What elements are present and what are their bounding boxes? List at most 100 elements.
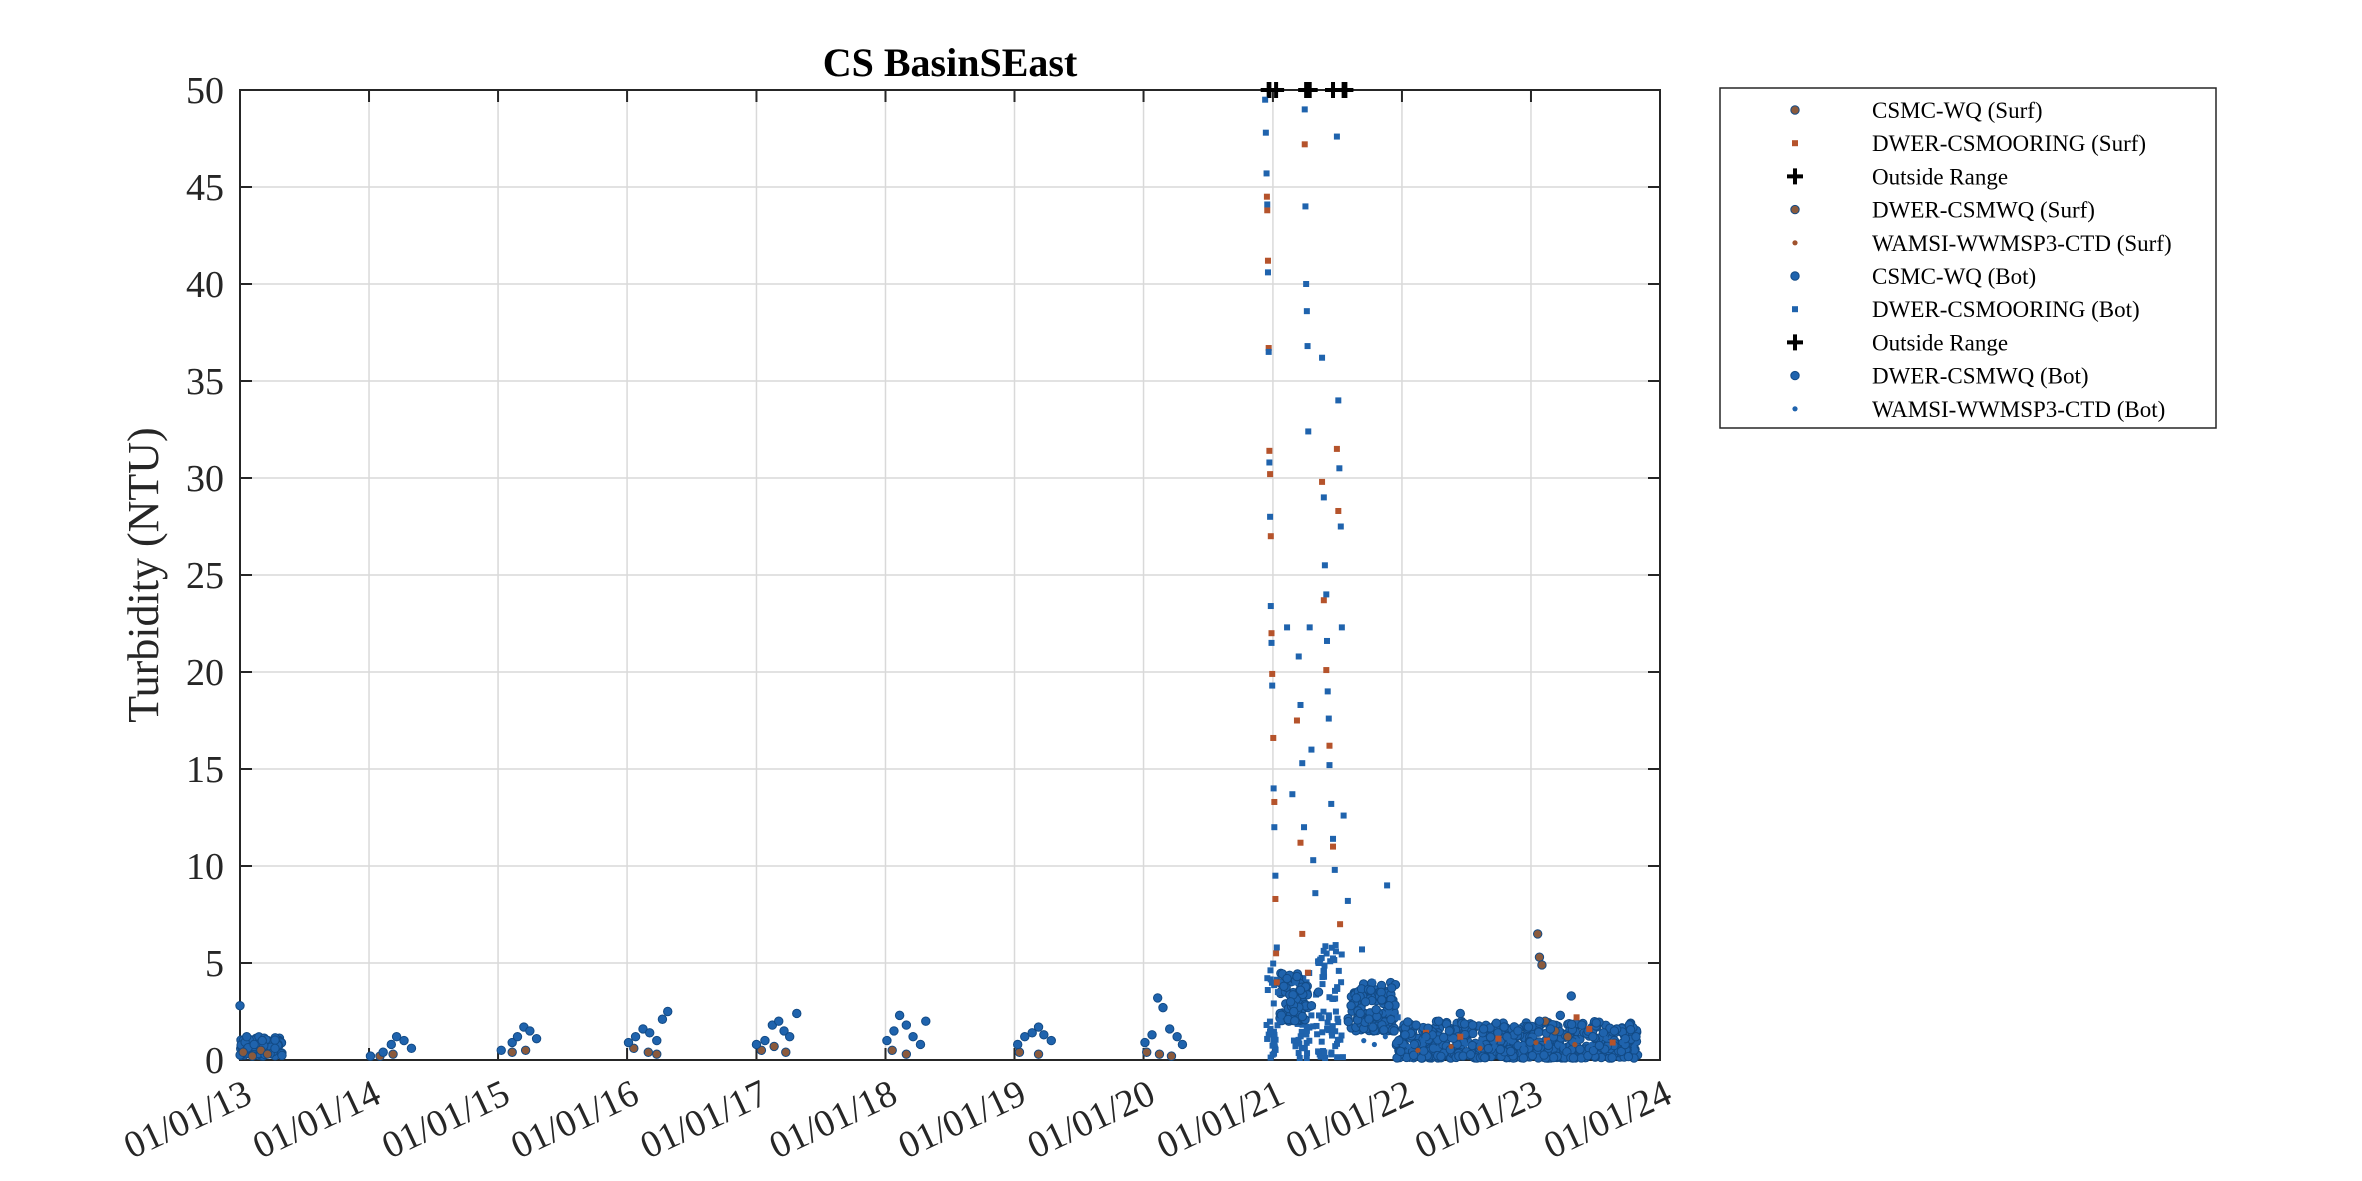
cluster-marker (1270, 1000, 1277, 1007)
cluster-marker (1409, 1039, 1420, 1050)
series (1263, 141, 1616, 1046)
data-point (630, 1032, 641, 1042)
cluster-marker (1339, 1054, 1346, 1061)
data-point (1299, 760, 1306, 767)
cluster-marker (1319, 981, 1326, 988)
cluster-marker (1485, 1032, 1496, 1042)
cluster-marker (1333, 1040, 1340, 1047)
data-point (1319, 478, 1326, 485)
data-point (1273, 979, 1280, 986)
data-point (1264, 257, 1271, 264)
cluster-marker (1303, 1031, 1310, 1038)
cluster-marker (1321, 1049, 1328, 1056)
data-point (901, 1020, 912, 1030)
data-point (1366, 985, 1376, 995)
data-point (1326, 742, 1333, 749)
cluster-marker (1264, 975, 1271, 982)
cluster-marker (1306, 1037, 1313, 1044)
data-point (1033, 1022, 1044, 1032)
data-point (1272, 895, 1279, 902)
data-point (1351, 993, 1362, 1003)
data-point (1039, 1030, 1049, 1040)
data-point (1543, 1037, 1550, 1044)
cluster-marker (1320, 968, 1327, 975)
data-point (270, 1043, 280, 1054)
data-point (1033, 1049, 1044, 1059)
data-point (1177, 1039, 1188, 1050)
data-point (1295, 653, 1302, 660)
data-point (507, 1037, 517, 1048)
data-point (1014, 1047, 1025, 1057)
data-point (921, 1016, 931, 1026)
data-point (1262, 129, 1269, 136)
cluster-marker (1322, 943, 1329, 950)
data-point (1338, 624, 1345, 631)
legend-marker (1787, 168, 1803, 185)
data-point (1012, 1039, 1023, 1050)
data-point (1631, 1043, 1637, 1050)
cluster-marker (1403, 1017, 1413, 1027)
data-point (1586, 1025, 1593, 1032)
cluster-marker (1591, 1018, 1601, 1028)
data-point (1323, 667, 1330, 674)
cluster-marker (1468, 1028, 1478, 1039)
y-tick-label: 15 (186, 749, 224, 791)
cluster-marker (1335, 1019, 1342, 1026)
cluster-marker (270, 1035, 280, 1045)
data-point (1333, 445, 1340, 452)
cluster-marker (1324, 1025, 1331, 1032)
cluster-marker (1332, 948, 1339, 955)
data-point (1371, 1041, 1377, 1048)
series (1279, 971, 1641, 1044)
data-point (1463, 1041, 1469, 1048)
data-point (1577, 1020, 1587, 1030)
data-point (1321, 562, 1328, 569)
legend-label: WAMSI-WWMSP3-CTD (Surf) (1872, 231, 2172, 256)
data-point (1284, 624, 1291, 631)
data-point (1303, 308, 1310, 315)
data-point (1282, 973, 1292, 984)
data-point (1303, 281, 1310, 287)
cluster-marker (1386, 983, 1397, 993)
legend-marker (1792, 306, 1798, 313)
cluster-marker (1334, 985, 1341, 992)
cluster-marker (1264, 987, 1271, 994)
data-point (1389, 1026, 1399, 1036)
data-point (1325, 715, 1332, 722)
data-point (1320, 494, 1327, 501)
data-point (1293, 717, 1300, 724)
data-point (1411, 1020, 1421, 1030)
data-point (1491, 1043, 1498, 1050)
cluster-marker (1318, 1038, 1325, 1045)
y-tick-label: 30 (186, 458, 224, 500)
y-tick-label: 10 (186, 846, 224, 888)
data-point (1292, 979, 1299, 986)
data-point (1560, 1043, 1566, 1050)
data-point (1588, 1041, 1594, 1048)
data-point (1337, 82, 1354, 98)
data-point (1279, 981, 1289, 991)
cluster-marker (1325, 1012, 1332, 1019)
cluster-marker (1527, 1050, 1538, 1061)
legend-marker (1790, 204, 1800, 215)
data-point (1152, 993, 1163, 1003)
data-point (1158, 1002, 1168, 1013)
cluster-marker (1379, 1025, 1389, 1035)
data-point (1478, 1024, 1489, 1034)
cluster-marker (1506, 1046, 1516, 1057)
cluster-marker (1308, 1012, 1315, 1019)
y-tick-label: 25 (186, 555, 224, 597)
cluster-marker (1272, 1036, 1279, 1043)
cluster-marker (1328, 1029, 1335, 1036)
data-point (1337, 523, 1344, 530)
cluster-marker (1575, 1044, 1585, 1054)
series (1361, 1034, 1637, 1051)
data-point (1261, 82, 1278, 98)
data-point (1264, 207, 1271, 214)
cluster-marker (1499, 1022, 1509, 1032)
data-point (235, 1000, 245, 1011)
cluster-marker (1594, 1040, 1605, 1051)
series (238, 1041, 1177, 1061)
data-point (1434, 1016, 1444, 1026)
data-point (645, 1028, 655, 1038)
